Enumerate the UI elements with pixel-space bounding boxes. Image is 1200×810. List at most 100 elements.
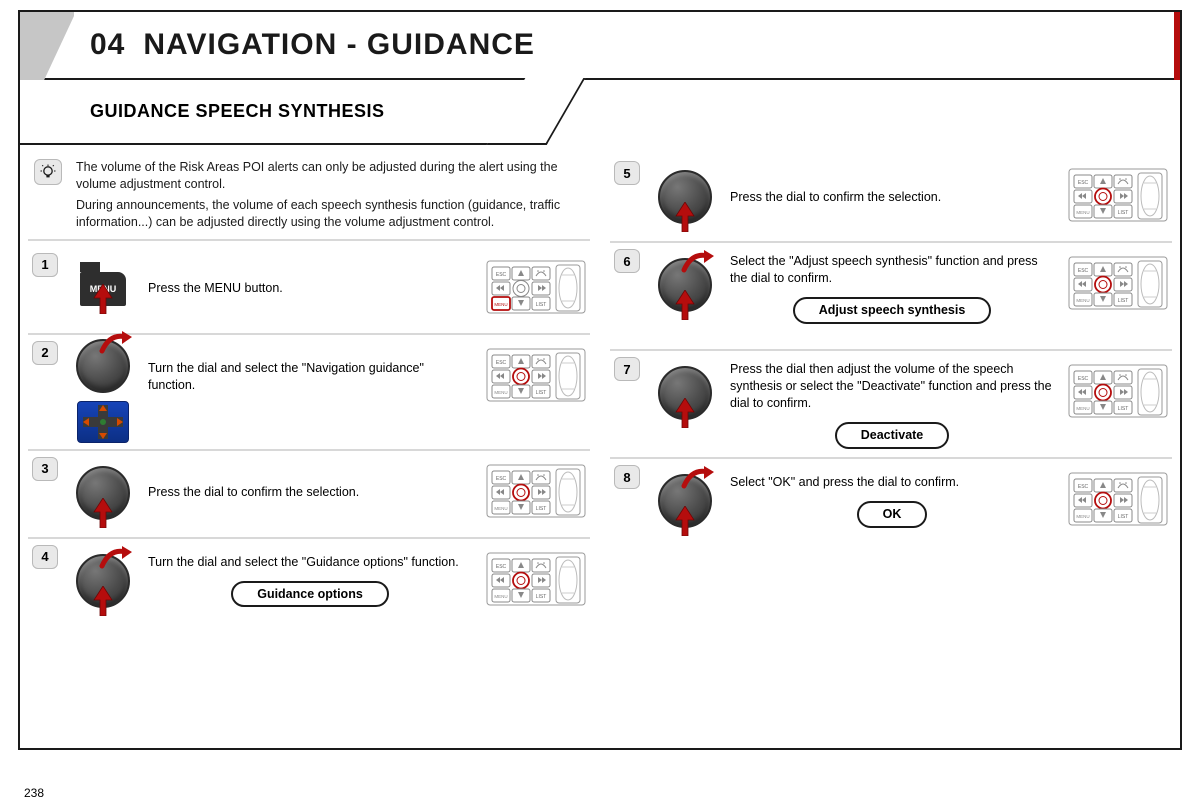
step-text: Select "OK" and press the dial to confir…: [730, 474, 1054, 491]
step-7: 7 Press the dial then adjust the volume …: [610, 351, 1172, 459]
function-pill: Guidance options: [231, 581, 389, 608]
step-icon-wrap: [66, 543, 140, 619]
svg-text:ESC: ESC: [496, 476, 507, 482]
turn-arrow-icon: [680, 466, 714, 490]
step-text: Press the dial to confirm the selection.: [730, 189, 1054, 206]
svg-text:ESC: ESC: [496, 272, 507, 278]
step-panel-thumb: ESC MENU LIST: [486, 251, 586, 324]
section-title: 04 NAVIGATION - GUIDANCE: [20, 28, 535, 62]
section-header: 04 NAVIGATION - GUIDANCE: [20, 12, 1180, 80]
svg-text:LIST: LIST: [1118, 406, 1129, 412]
right-column: 5 Press the dial to confirm the selectio…: [610, 155, 1172, 647]
subsection-header-wrap: GUIDANCE SPEECH SYNTHESIS: [20, 80, 1180, 145]
control-panel-thumbnail: ESC MENU LIST: [486, 343, 586, 407]
section-title-text: NAVIGATION - GUIDANCE: [143, 28, 535, 61]
navigation-guidance-icon: [77, 401, 129, 443]
control-panel-thumbnail: ESC MENU LIST: [486, 547, 586, 611]
control-panel-thumbnail: ESC MENU LIST: [1068, 251, 1168, 315]
step-panel-thumb: ESC MENU LIST: [486, 339, 586, 412]
step-number-badge: 3: [32, 457, 58, 481]
left-column: The volume of the Risk Areas POI alerts …: [28, 155, 590, 647]
subsection-title: GUIDANCE SPEECH SYNTHESIS: [20, 101, 385, 122]
step-text: Select the "Adjust speech synthesis" fun…: [730, 253, 1054, 287]
step-number-badge: 7: [614, 357, 640, 381]
page-number: 238: [24, 786, 44, 800]
turn-arrow-icon: [680, 250, 714, 274]
turn-arrow-icon: [98, 331, 132, 355]
turn-arrow-icon: [98, 546, 132, 570]
step-text: Turn the dial and select the "Guidance o…: [148, 554, 472, 571]
section-number: 04: [90, 28, 125, 61]
step-text: Press the dial to confirm the selection.: [148, 484, 472, 501]
svg-text:LIST: LIST: [536, 594, 547, 600]
svg-text:MENU: MENU: [494, 594, 507, 599]
intersection-icon: [83, 405, 123, 439]
press-arrow-icon: [674, 202, 696, 232]
svg-text:ESC: ESC: [1078, 180, 1089, 186]
header-angle-decoration: [20, 12, 74, 80]
lightbulb-icon: [34, 159, 62, 185]
control-panel-thumbnail: ESC MENU LIST: [486, 459, 586, 523]
step-number-badge: 5: [614, 161, 640, 185]
control-panel-thumbnail: ESC MENU LIST: [486, 255, 586, 319]
tip-paragraph-1: The volume of the Risk Areas POI alerts …: [76, 159, 584, 193]
step-icon-wrap: [648, 159, 722, 235]
step-2: 2 Turn the dial and select the "Navigati…: [28, 335, 590, 451]
step-body: Press the dial then adjust the volume of…: [730, 355, 1060, 449]
control-panel-thumbnail: ESC MENU LIST: [1068, 467, 1168, 531]
press-arrow-icon: [92, 284, 114, 314]
function-pill: Deactivate: [835, 422, 950, 449]
step-body: Select "OK" and press the dial to confir…: [730, 463, 1060, 533]
press-arrow-icon: [674, 506, 696, 536]
step-number-badge: 1: [32, 253, 58, 277]
step-body: Select the "Adjust speech synthesis" fun…: [730, 247, 1060, 324]
step-text: Press the dial then adjust the volume of…: [730, 361, 1054, 412]
function-pill: Adjust speech synthesis: [793, 297, 992, 324]
step-number-badge: 8: [614, 465, 640, 489]
step-panel-thumb: ESC MENU LIST: [1068, 159, 1168, 232]
step-panel-thumb: ESC MENU LIST: [1068, 463, 1168, 536]
svg-text:LIST: LIST: [1118, 514, 1129, 520]
step-icon-wrap: [648, 247, 722, 323]
step-number-badge: 4: [32, 545, 58, 569]
subsection-header: GUIDANCE SPEECH SYNTHESIS: [20, 80, 540, 145]
step-3: 3 Press the dial to confirm the selectio…: [28, 451, 590, 539]
tip-text: The volume of the Risk Areas POI alerts …: [76, 159, 584, 231]
step-6: 6 Select the "Adjust speech synthesis" f…: [610, 243, 1172, 351]
svg-text:MENU: MENU: [1076, 210, 1089, 215]
svg-text:LIST: LIST: [536, 506, 547, 512]
step-icon-wrap: MENU: [66, 251, 140, 327]
content-columns: The volume of the Risk Areas POI alerts …: [20, 145, 1180, 647]
step-text: Turn the dial and select the "Navigation…: [148, 360, 472, 394]
step-body: Press the dial to confirm the selection.: [148, 455, 478, 525]
red-accent-bar: [1174, 12, 1180, 80]
svg-text:MENU: MENU: [1076, 406, 1089, 411]
step-body: Turn the dial and select the "Guidance o…: [148, 543, 478, 613]
step-panel-thumb: ESC MENU LIST: [486, 455, 586, 528]
tip-paragraph-2: During announcements, the volume of each…: [76, 197, 584, 231]
press-arrow-icon: [674, 398, 696, 428]
step-5: 5 Press the dial to confirm the selectio…: [610, 155, 1172, 243]
svg-text:ESC: ESC: [1078, 484, 1089, 490]
svg-text:ESC: ESC: [1078, 268, 1089, 274]
step-number-badge: 6: [614, 249, 640, 273]
tip-note: The volume of the Risk Areas POI alerts …: [28, 155, 590, 241]
svg-text:MENU: MENU: [1076, 298, 1089, 303]
svg-text:MENU: MENU: [494, 506, 507, 511]
step-icon-wrap: [66, 339, 140, 443]
control-panel-thumbnail: ESC MENU LIST: [1068, 359, 1168, 423]
step-number-badge: 2: [32, 341, 58, 365]
step-icon-wrap: [66, 455, 140, 531]
step-panel-thumb: ESC MENU LIST: [1068, 247, 1168, 320]
function-pill: OK: [857, 501, 928, 528]
svg-text:ESC: ESC: [496, 360, 507, 366]
svg-text:LIST: LIST: [536, 302, 547, 308]
step-icon-wrap: [648, 355, 722, 431]
step-body: Turn the dial and select the "Navigation…: [148, 339, 478, 409]
step-8: 8 Select "OK" and press the dial to conf…: [610, 459, 1172, 567]
press-arrow-icon: [674, 290, 696, 320]
subheader-notch-decoration: [487, 78, 586, 145]
press-arrow-icon: [92, 498, 114, 528]
svg-text:MENU: MENU: [494, 390, 507, 395]
step-icon-wrap: [648, 463, 722, 539]
